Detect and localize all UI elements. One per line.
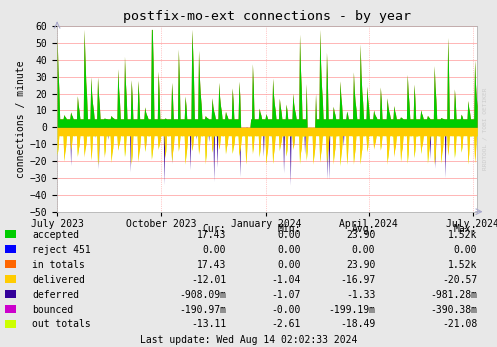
Text: -190.97m: -190.97m bbox=[179, 305, 226, 314]
Text: 0.00: 0.00 bbox=[203, 245, 226, 255]
Text: 0.00: 0.00 bbox=[277, 245, 301, 255]
Text: 23.90: 23.90 bbox=[346, 230, 375, 240]
Text: -908.09m: -908.09m bbox=[179, 290, 226, 299]
Y-axis label: connections / minute: connections / minute bbox=[15, 60, 26, 178]
Text: 17.43: 17.43 bbox=[197, 230, 226, 240]
Text: out totals: out totals bbox=[32, 320, 91, 329]
Text: -2.61: -2.61 bbox=[271, 320, 301, 329]
Text: -1.04: -1.04 bbox=[271, 275, 301, 285]
Text: Min:: Min: bbox=[277, 224, 301, 234]
Text: Avg:: Avg: bbox=[352, 224, 375, 234]
Text: accepted: accepted bbox=[32, 230, 80, 240]
Title: postfix-mo-ext connections - by year: postfix-mo-ext connections - by year bbox=[123, 10, 411, 24]
Text: 17.43: 17.43 bbox=[197, 260, 226, 270]
Text: 1.52k: 1.52k bbox=[448, 230, 477, 240]
Text: -18.49: -18.49 bbox=[340, 320, 375, 329]
Text: 0.00: 0.00 bbox=[277, 260, 301, 270]
Text: 1.52k: 1.52k bbox=[448, 260, 477, 270]
Text: Last update: Wed Aug 14 02:02:33 2024: Last update: Wed Aug 14 02:02:33 2024 bbox=[140, 335, 357, 345]
Text: 23.90: 23.90 bbox=[346, 260, 375, 270]
Text: -20.57: -20.57 bbox=[442, 275, 477, 285]
Text: 0.00: 0.00 bbox=[454, 245, 477, 255]
Text: -199.19m: -199.19m bbox=[328, 305, 375, 314]
Text: 0.00: 0.00 bbox=[277, 230, 301, 240]
Text: -1.07: -1.07 bbox=[271, 290, 301, 299]
Text: -0.00: -0.00 bbox=[271, 305, 301, 314]
Text: -390.38m: -390.38m bbox=[430, 305, 477, 314]
Text: -13.11: -13.11 bbox=[191, 320, 226, 329]
Text: RRDTOOL / TOBI OETIKER: RRDTOOL / TOBI OETIKER bbox=[482, 87, 487, 170]
Text: in totals: in totals bbox=[32, 260, 85, 270]
Text: -12.01: -12.01 bbox=[191, 275, 226, 285]
Text: reject 451: reject 451 bbox=[32, 245, 91, 255]
Text: Max:: Max: bbox=[454, 224, 477, 234]
Text: -21.08: -21.08 bbox=[442, 320, 477, 329]
Text: Cur:: Cur: bbox=[203, 224, 226, 234]
Text: -981.28m: -981.28m bbox=[430, 290, 477, 299]
Text: bounced: bounced bbox=[32, 305, 74, 314]
Text: delivered: delivered bbox=[32, 275, 85, 285]
Text: deferred: deferred bbox=[32, 290, 80, 299]
Text: 0.00: 0.00 bbox=[352, 245, 375, 255]
Text: -1.33: -1.33 bbox=[346, 290, 375, 299]
Text: -16.97: -16.97 bbox=[340, 275, 375, 285]
